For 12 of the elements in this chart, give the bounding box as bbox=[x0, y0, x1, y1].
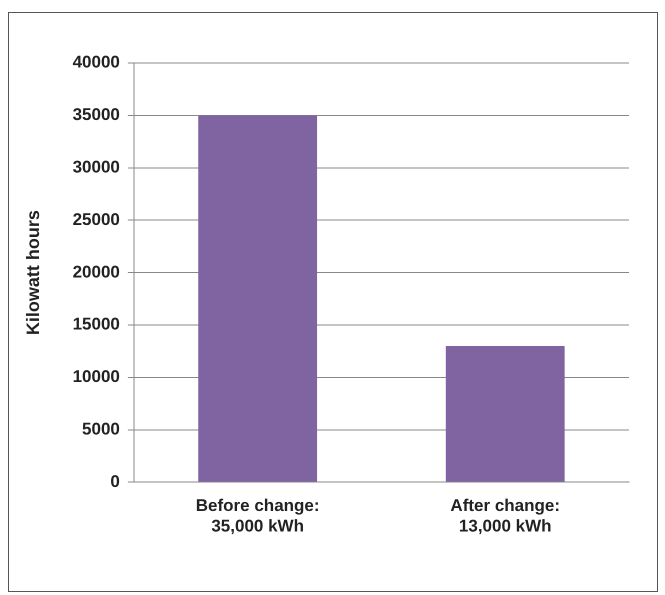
y-tick-label: 0 bbox=[110, 472, 120, 491]
y-tick-label: 5000 bbox=[82, 419, 120, 438]
y-tick-label: 30000 bbox=[72, 157, 120, 176]
y-tick-label: 15000 bbox=[72, 314, 120, 334]
y-tick-label: 35000 bbox=[72, 105, 120, 124]
y-axis-title: Kilowatt hours bbox=[22, 210, 43, 336]
x-tick-label: After change: 13,000 kWh bbox=[450, 496, 560, 536]
y-tick-label: 25000 bbox=[72, 210, 120, 229]
y-tick-label: 10000 bbox=[72, 367, 120, 386]
y-tick-label: 40000 bbox=[72, 52, 120, 72]
x-tick-label: Before change: 35,000 kWh bbox=[196, 496, 320, 536]
y-tick-label: 20000 bbox=[72, 262, 120, 282]
